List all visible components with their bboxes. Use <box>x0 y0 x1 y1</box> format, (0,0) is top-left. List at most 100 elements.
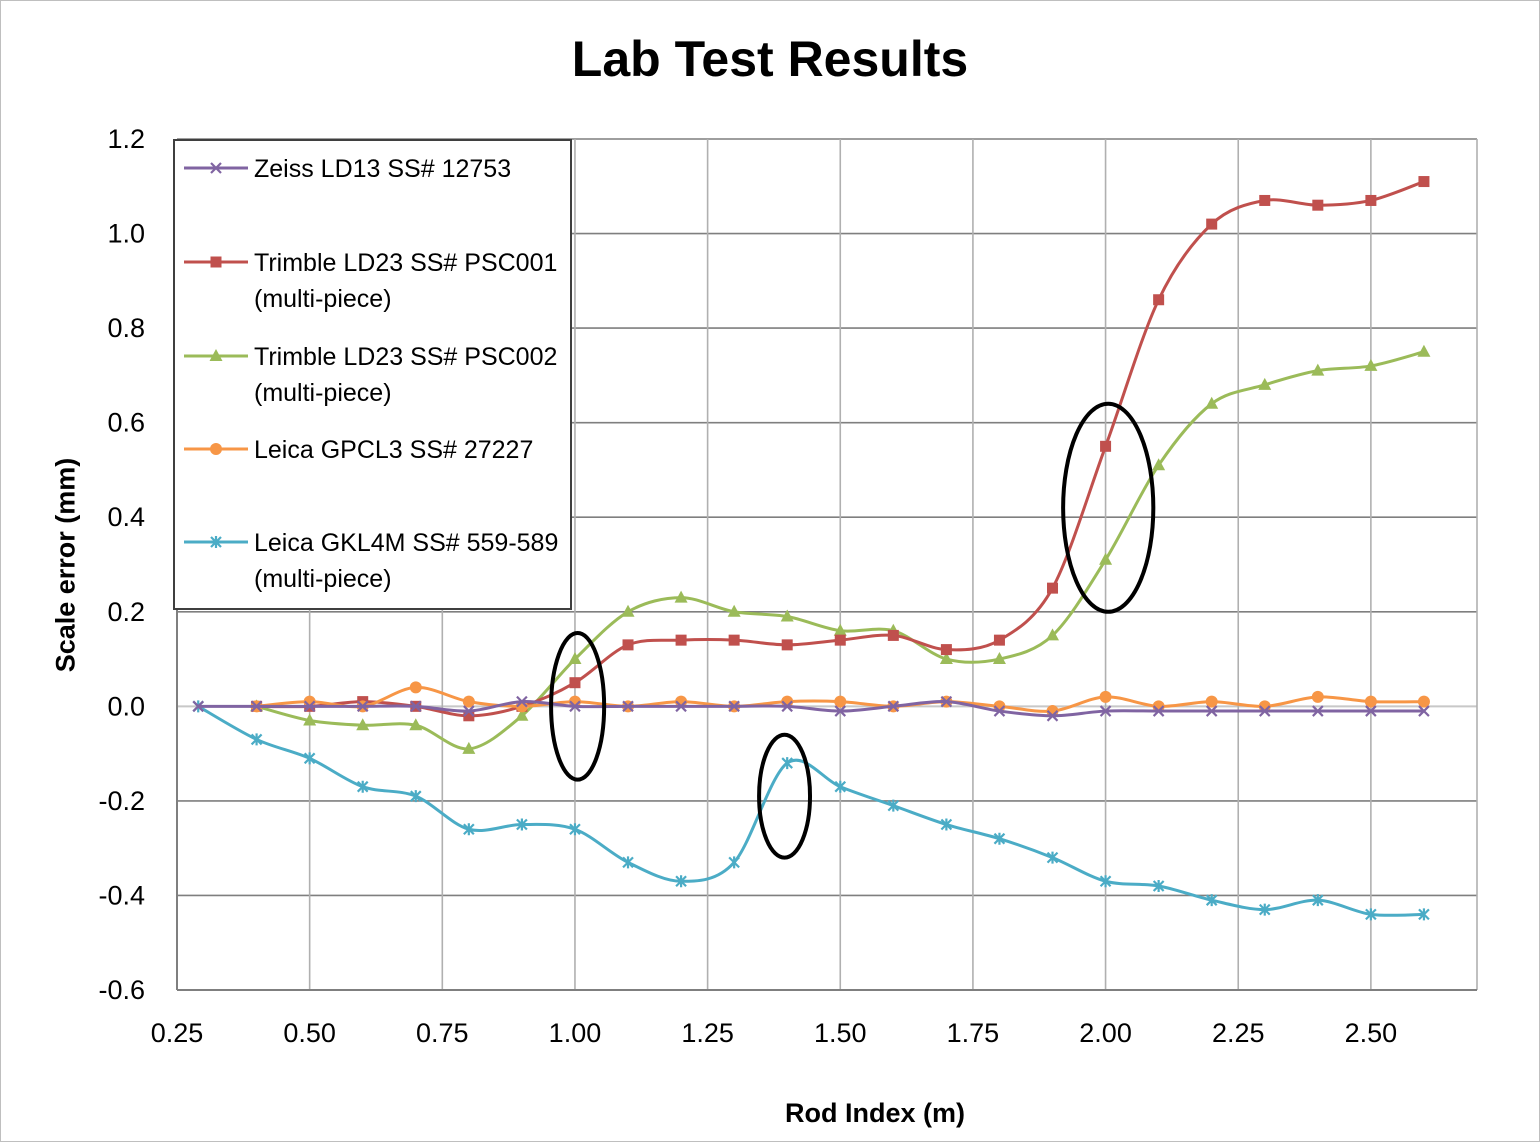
data-point <box>356 700 369 713</box>
data-point <box>1205 396 1219 409</box>
data-point <box>409 790 422 803</box>
data-point <box>569 677 581 689</box>
y-tick-label: 1.2 <box>107 124 145 154</box>
data-point <box>1152 705 1165 717</box>
data-point <box>250 700 263 713</box>
legend-label-line2: (multi-piece) <box>254 379 392 407</box>
data-point <box>462 695 475 708</box>
series-line <box>198 700 1424 718</box>
data-point <box>940 644 952 656</box>
y-tick-label: -0.4 <box>98 880 145 910</box>
data-point <box>1365 194 1377 206</box>
data-point <box>1047 582 1059 594</box>
data-point <box>463 705 475 717</box>
data-point <box>1364 695 1377 708</box>
data-point <box>303 700 316 713</box>
data-point <box>728 634 740 646</box>
legend-item-5: Leica GKL4M SS# 559-589 (multi-piece) <box>184 529 558 593</box>
data-point <box>516 818 528 831</box>
data-point <box>1258 903 1271 916</box>
data-point <box>834 705 847 717</box>
data-point <box>1046 851 1059 864</box>
legend-swatch-marker <box>210 256 222 268</box>
legend-swatch-marker <box>209 349 223 361</box>
data-point <box>674 590 688 603</box>
data-point <box>1418 705 1430 717</box>
legend-swatch-marker <box>210 536 222 548</box>
data-point <box>1312 705 1324 717</box>
data-point <box>728 856 740 869</box>
data-point <box>622 700 634 713</box>
y-tick-label: 0.2 <box>107 597 145 627</box>
series-line <box>256 350 1425 751</box>
data-point <box>409 718 423 731</box>
data-point <box>462 741 476 754</box>
data-point <box>1205 705 1218 717</box>
annotation-ellipse <box>1061 401 1156 614</box>
x-tick-label: 2.50 <box>1345 1018 1398 1048</box>
data-point <box>1046 628 1060 641</box>
x-tick-label: 0.25 <box>151 1018 204 1048</box>
data-point <box>1418 176 1430 188</box>
legend-item-4: Leica GPCL3 SS# 27227 <box>184 436 533 464</box>
data-point <box>1311 363 1325 376</box>
data-point <box>833 623 847 636</box>
x-tick-label: 1.25 <box>681 1018 734 1048</box>
y-tick-label: 0.4 <box>107 502 145 532</box>
data-point <box>992 652 1006 665</box>
data-point <box>1205 695 1218 708</box>
data-point <box>1312 199 1324 211</box>
data-point <box>1365 908 1377 921</box>
data-point <box>887 700 900 713</box>
x-tick-label: 0.75 <box>416 1018 469 1048</box>
data-point <box>675 700 687 713</box>
data-point <box>887 799 900 812</box>
chart-title: Lab Test Results <box>571 31 969 87</box>
data-point <box>1099 552 1113 565</box>
data-point <box>568 652 582 665</box>
data-point <box>356 780 369 793</box>
legend-label: Leica GKL4M SS# 559-589 <box>254 529 558 557</box>
x-axis-label: Rod Index (m) <box>785 1098 965 1128</box>
data-point <box>621 604 635 617</box>
data-point <box>1153 294 1165 306</box>
data-point <box>728 700 740 713</box>
x-tick-label: 1.50 <box>814 1018 867 1048</box>
legend-swatch-marker <box>210 162 222 174</box>
data-point <box>993 634 1005 646</box>
data-point <box>781 757 793 770</box>
legend-item-1: Zeiss LD13 SS# 12753 <box>184 155 511 183</box>
x-tick-label: 1.00 <box>549 1018 602 1048</box>
data-point <box>834 695 847 708</box>
annotation-ellipse <box>549 631 607 782</box>
legend-label: Trimble LD23 SS# PSC001 <box>254 249 557 277</box>
data-point <box>463 823 475 836</box>
data-point <box>515 708 529 721</box>
data-point <box>1205 894 1218 907</box>
data-point <box>1364 358 1378 371</box>
x-tick-label: 2.00 <box>1079 1018 1132 1048</box>
data-point <box>569 823 581 836</box>
data-point <box>1418 908 1430 921</box>
data-point <box>887 629 899 641</box>
legend-item-3: Trimble LD23 SS# PSC002 (multi-piece) <box>184 343 557 407</box>
legend-label-line2: (multi-piece) <box>254 285 392 313</box>
data-point <box>675 875 687 888</box>
series-1 <box>192 695 1430 722</box>
data-point <box>781 639 793 651</box>
y-tick-label: 0.8 <box>107 313 145 343</box>
legend-swatch-marker <box>210 443 222 455</box>
data-point <box>940 695 953 708</box>
data-point <box>1417 344 1431 357</box>
data-point <box>1100 440 1112 452</box>
data-point <box>303 752 316 765</box>
data-point <box>1312 894 1324 907</box>
y-tick-label: 0.0 <box>107 691 145 721</box>
data-point <box>1206 218 1218 230</box>
legend: Zeiss LD13 SS# 12753 Trimble LD23 SS# PSC… <box>173 139 572 610</box>
data-point <box>622 856 634 869</box>
legend-label: Leica GPCL3 SS# 27227 <box>254 436 533 464</box>
data-point <box>303 713 317 726</box>
data-point <box>1152 458 1166 471</box>
